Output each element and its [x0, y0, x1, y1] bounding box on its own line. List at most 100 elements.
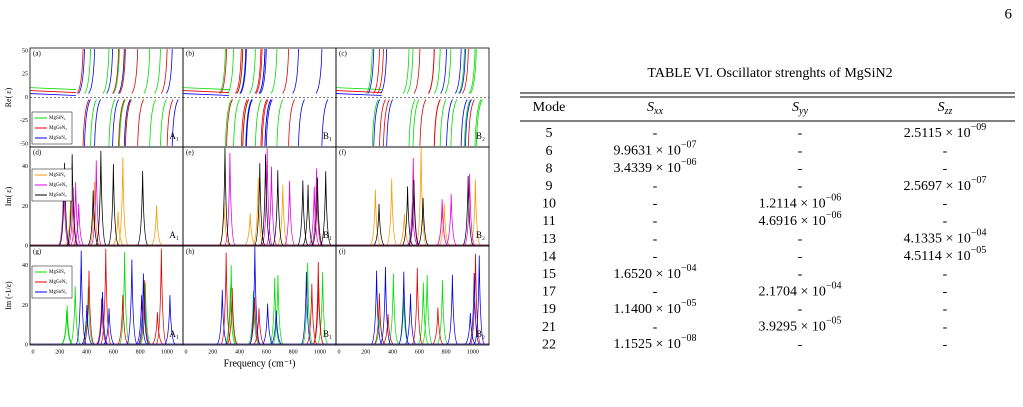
x-tick-label: 200: [55, 349, 64, 355]
x-tick-label: 1000: [314, 349, 326, 355]
spectrum-line: [260, 154, 271, 246]
spectrum-line: [462, 175, 474, 246]
spectrum-line: [87, 190, 99, 246]
table-cell: 1.1400 × 10−05: [613, 298, 696, 317]
legend-entry: MgGeN₂: [49, 280, 67, 285]
spectrum-line: [224, 152, 236, 246]
panel-label: (e): [186, 149, 194, 157]
x-tick-label: 800: [442, 349, 451, 355]
table-cell: -: [943, 214, 948, 229]
table-cell: 14: [542, 249, 556, 264]
spectrum-line: [81, 305, 93, 345]
y-tick-label: -50: [20, 141, 28, 147]
spectrum-line: [253, 308, 265, 345]
symmetry-label: B₁: [323, 230, 332, 240]
spectrum-line: [126, 259, 138, 345]
legend-entry: MgSnN₂: [49, 290, 67, 295]
table-cell: 13: [542, 232, 556, 247]
spectrum-line: [136, 295, 147, 345]
y-axis-label: Re( ε): [4, 87, 13, 107]
spectrum-line: [311, 168, 322, 246]
table-cell: -: [798, 144, 803, 159]
spectrum-line: [75, 250, 87, 345]
spectrum-line: [269, 277, 281, 345]
spectrum-baseline: [182, 93, 229, 96]
spectrum-line: [292, 48, 305, 147]
table-cell-base: 4.5114 × 10: [904, 249, 971, 264]
table-cell: 4.1335 × 10−04: [903, 228, 986, 247]
spectrum-line: [240, 48, 253, 147]
symmetry-label: B₂: [476, 230, 485, 240]
spectrum-line: [106, 48, 119, 147]
spectrum-line: [112, 48, 125, 147]
table-header: Szz: [938, 100, 953, 117]
table-cell: -: [653, 214, 658, 229]
spectrum-line: [119, 48, 132, 147]
table-cell: -: [653, 285, 658, 300]
spectrum-line: [312, 177, 323, 246]
spectrum-line: [102, 48, 116, 147]
spectrum-line: [398, 271, 410, 345]
spectrum-line: [433, 48, 447, 147]
symmetry-label: A₁: [169, 329, 179, 339]
spectrum-line: [380, 267, 391, 345]
spectrum-line: [259, 48, 273, 147]
y-tick-label: -25: [20, 118, 28, 124]
x-tick-label: 400: [82, 349, 91, 355]
x-tick-label: 400: [388, 349, 397, 355]
table-cell-exp: −08: [681, 333, 697, 344]
spectrum-line: [468, 273, 480, 345]
spectrum-line: [66, 154, 78, 246]
table-caption: TABLE VI. Oscillator strenghts of MgSiN2: [647, 66, 892, 81]
spectrum-baseline: [29, 93, 76, 96]
spectrum-line: [90, 160, 102, 246]
spectrum-line: [370, 189, 381, 246]
table-cell: -: [943, 197, 948, 212]
panel-label: (b): [186, 50, 195, 58]
table-header-sub: xx: [653, 106, 663, 117]
table-cell: 3.4339 × 10−06: [613, 157, 696, 176]
spectrum-line: [261, 148, 273, 246]
spectrum-baseline: [335, 93, 382, 96]
spectrum-line: [367, 48, 381, 147]
symmetry-label: B₂: [476, 131, 485, 141]
spectrum-line: [219, 147, 231, 246]
spectrum-line: [76, 48, 90, 147]
spectrum-line: [225, 265, 237, 345]
spectrum-line: [252, 177, 264, 246]
spectrum-line: [464, 173, 475, 246]
y-tick-label: 0: [25, 95, 28, 101]
spectrum-line: [137, 170, 148, 246]
table-cell: 22: [542, 337, 556, 352]
spectrum-line: [373, 203, 385, 246]
spectrum-line: [216, 289, 228, 345]
table-cell: 4.5114 × 10−05: [904, 245, 987, 264]
spectrum-line: [67, 187, 79, 246]
table-header: Syy: [792, 100, 808, 117]
table-cell: 19: [542, 302, 556, 317]
spectrum-line: [386, 178, 398, 246]
panel: (c) B₂: [335, 47, 490, 148]
spectrum-line: [459, 48, 472, 147]
spectrum-baseline: [335, 87, 382, 90]
spectrum-line: [462, 48, 475, 147]
spectrum-line: [112, 211, 124, 246]
panel-label: (d): [33, 149, 42, 157]
symmetry-label: B₂: [476, 329, 485, 339]
table-cell: -: [798, 302, 803, 317]
panel: (d) A₁ MgSiN₂ MgGeN₂ MgSnN₂: [29, 146, 184, 247]
table-cell: 17: [542, 285, 556, 300]
table-cell: -: [943, 337, 948, 352]
spectrum-line: [249, 246, 261, 345]
spectrum-line: [438, 203, 450, 246]
spectrum-line: [224, 287, 236, 345]
y-tick-label: 40: [22, 164, 28, 170]
table-cell: -: [943, 161, 948, 176]
spectrum-line: [258, 48, 272, 147]
table-cell-base: 4.1335 × 10: [903, 232, 970, 247]
spectrum-line: [282, 48, 295, 147]
spectrum-line: [436, 199, 448, 246]
legend-entry: MgSiN₂: [49, 270, 66, 275]
table-cell: -: [943, 285, 948, 300]
spectrum-line: [470, 253, 481, 345]
